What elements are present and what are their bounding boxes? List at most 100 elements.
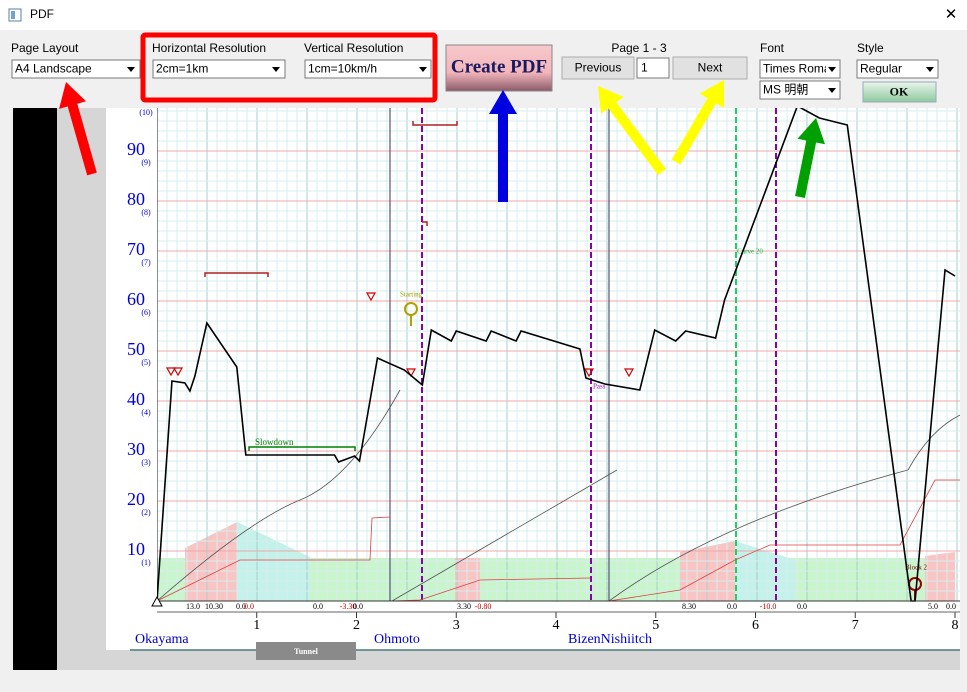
signal-marker bbox=[365, 292, 377, 302]
tunnel bbox=[256, 642, 356, 660]
gradient-label: 0.0 bbox=[946, 602, 956, 611]
y-tick-note: (3) bbox=[141, 458, 151, 467]
x-tick-label: 2 bbox=[353, 618, 360, 633]
x-tick-label: 7 bbox=[852, 618, 859, 633]
combo[interactable]: Times Roman bbox=[759, 59, 841, 79]
y-tick-label: 70 bbox=[127, 239, 145, 259]
y-tick-note: (6) bbox=[141, 308, 151, 317]
label: Horizontal Resolution bbox=[152, 41, 266, 55]
gradient-label: 3.30 bbox=[457, 602, 471, 611]
button-label: Next bbox=[698, 61, 723, 75]
label: Vertical Resolution bbox=[304, 41, 403, 55]
y-tick-note: (10) bbox=[139, 108, 153, 117]
combo[interactable]: MS 明朝 bbox=[759, 80, 841, 100]
speed-profile bbox=[157, 108, 956, 602]
previous-button[interactable]: Previous bbox=[561, 56, 635, 80]
combo-value: Regular bbox=[860, 62, 902, 76]
limit-bracket bbox=[412, 121, 458, 126]
y-tick-label: 90 bbox=[127, 139, 145, 159]
y-tick-label: 60 bbox=[127, 289, 145, 309]
ok-button[interactable]: OK bbox=[862, 81, 937, 103]
y-tick-label: 50 bbox=[127, 339, 145, 359]
callout-arrow bbox=[598, 86, 666, 175]
close-button[interactable]: ✕ bbox=[945, 6, 958, 23]
combo-value: A4 Landscape bbox=[15, 62, 92, 76]
x-tick-label: 3 bbox=[453, 618, 460, 633]
window-icon-part bbox=[11, 11, 15, 19]
shade-pink bbox=[925, 552, 955, 601]
annotation: Curve 20 bbox=[737, 248, 763, 256]
button-label: Previous bbox=[575, 61, 622, 75]
time-curve bbox=[391, 469, 618, 602]
callout-arrow bbox=[795, 118, 825, 198]
window-title: PDF bbox=[30, 7, 54, 21]
preview-margin bbox=[13, 108, 57, 670]
label: Style bbox=[857, 41, 884, 55]
combo-value: 1cm=10km/h bbox=[308, 62, 377, 76]
combo[interactable]: 1cm=10km/h bbox=[304, 59, 432, 79]
gradient-label: 5.0 bbox=[928, 602, 938, 611]
signal-marker bbox=[172, 367, 184, 377]
label: Page Layout bbox=[11, 41, 79, 55]
gradient-label: 0.0 bbox=[244, 602, 254, 611]
annotation: Slowdown bbox=[255, 437, 294, 447]
tunnel-label: Tunnel bbox=[294, 647, 319, 656]
button-label: Create PDF bbox=[451, 56, 547, 77]
next-button[interactable]: Next bbox=[672, 56, 748, 80]
gradient-label: 8.30 bbox=[682, 602, 696, 611]
highlight-box bbox=[140, 32, 438, 103]
annotation: Block 2 bbox=[905, 564, 927, 572]
origin-marker bbox=[151, 595, 163, 607]
signal-marker bbox=[583, 368, 595, 378]
annotation: Starting bbox=[400, 291, 423, 299]
gradient-label: 0.0 bbox=[236, 602, 246, 611]
y-tick-label: 10 bbox=[127, 539, 145, 559]
page-input[interactable]: 1 bbox=[636, 57, 670, 79]
gradient-label: 0.0 bbox=[313, 602, 323, 611]
gradient-label: 13.0 bbox=[186, 602, 200, 611]
energy-curve bbox=[157, 516, 391, 602]
y-tick-note: (4) bbox=[141, 408, 151, 417]
signal-marker bbox=[623, 368, 635, 378]
combo[interactable]: Regular bbox=[856, 59, 939, 79]
time-curve bbox=[157, 389, 401, 602]
y-tick-label: 80 bbox=[127, 189, 145, 209]
combo[interactable]: A4 Landscape bbox=[11, 59, 141, 79]
y-tick-label: 30 bbox=[127, 439, 145, 459]
y-tick-label: 20 bbox=[127, 489, 145, 509]
title-bar bbox=[0, 0, 967, 30]
x-tick-label: 8 bbox=[952, 618, 959, 633]
plot-area: Slowdown Starting Curve 20 Block 2 Pass bbox=[157, 108, 960, 602]
signal-marker bbox=[405, 368, 417, 378]
combo-value: MS 明朝 bbox=[763, 83, 808, 97]
annotation: Pass bbox=[593, 383, 606, 391]
label: Font bbox=[760, 41, 785, 55]
x-tick-label: 4 bbox=[553, 618, 560, 633]
y-tick-note: (7) bbox=[141, 258, 151, 267]
time-curve bbox=[907, 414, 960, 471]
station-name: Ohmoto bbox=[374, 632, 420, 647]
gradient-label: 0.0 bbox=[353, 602, 363, 611]
limit-bracket bbox=[422, 221, 428, 226]
create-pdf-button[interactable]: Create PDF bbox=[445, 44, 553, 92]
x-tick-label: 5 bbox=[652, 618, 659, 633]
page-label: Page 1 - 3 bbox=[611, 41, 667, 55]
combo[interactable]: 2cm=1km bbox=[152, 59, 286, 79]
y-tick-note: (9) bbox=[141, 158, 151, 167]
x-tick-label: 1 bbox=[253, 618, 260, 633]
callout-arrow bbox=[59, 82, 97, 176]
gradient-label: -3.30 bbox=[340, 602, 357, 611]
gradient-label: -10.0 bbox=[760, 602, 777, 611]
energy-curve bbox=[608, 479, 960, 602]
gradient-label: 0.0 bbox=[797, 602, 807, 611]
signal-marker bbox=[165, 367, 177, 377]
y-tick-note: (8) bbox=[141, 208, 151, 217]
combo-value: Times Roman bbox=[763, 62, 837, 76]
plot: Slowdown Starting Curve 20 Block 2 Pass 10 20 3… bbox=[127, 108, 960, 660]
y-tick-note: (5) bbox=[141, 358, 151, 367]
station-name: Okayama bbox=[135, 632, 189, 647]
y-tick-label: 40 bbox=[127, 389, 145, 409]
input-value: 1 bbox=[641, 61, 648, 75]
station-name: BizenNishiitch bbox=[568, 632, 652, 647]
